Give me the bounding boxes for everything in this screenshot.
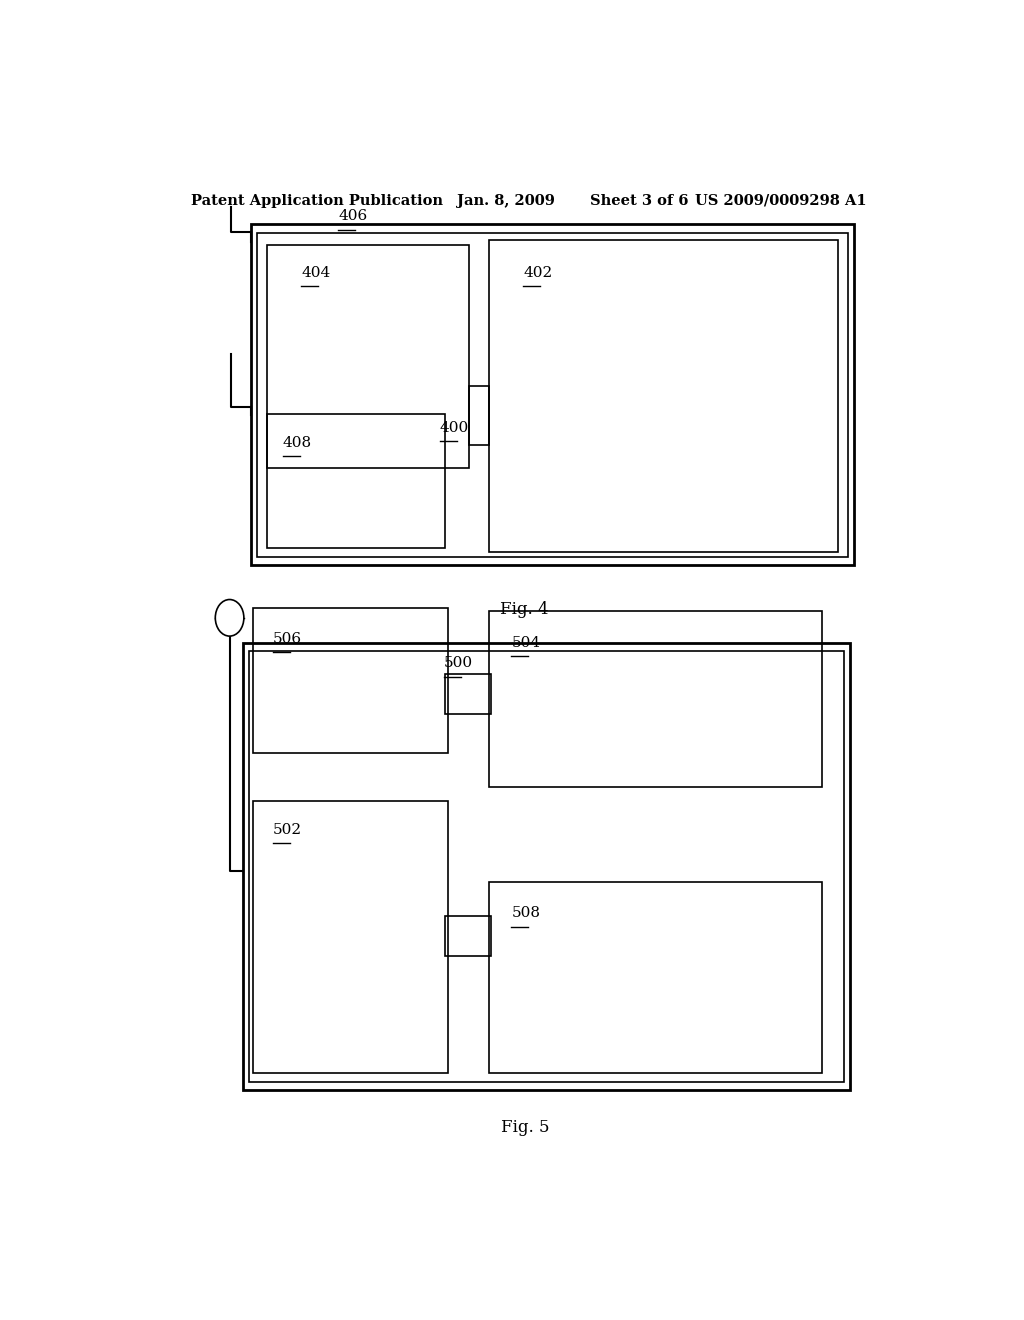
Bar (489, 882, 822, 1073)
Text: 408: 408 (283, 436, 312, 450)
Bar (445, 673, 492, 714)
Text: Patent Application Publication: Patent Application Publication (191, 194, 443, 209)
Text: 406: 406 (338, 210, 368, 223)
Text: 506: 506 (273, 632, 302, 645)
Text: 502: 502 (273, 824, 302, 837)
Text: 504: 504 (511, 636, 541, 651)
Bar (469, 385, 489, 445)
Bar (251, 224, 854, 565)
Bar (243, 643, 850, 1090)
Text: Jan. 8, 2009: Jan. 8, 2009 (458, 194, 555, 209)
Bar (267, 413, 445, 548)
Bar (445, 916, 492, 956)
Text: US 2009/0009298 A1: US 2009/0009298 A1 (695, 194, 867, 209)
Text: Sheet 3 of 6: Sheet 3 of 6 (590, 194, 688, 209)
Circle shape (215, 599, 244, 636)
Text: 404: 404 (301, 267, 331, 280)
Text: 508: 508 (511, 907, 541, 920)
Text: Fig. 4: Fig. 4 (501, 601, 549, 618)
Bar (267, 244, 469, 469)
Bar (257, 232, 848, 557)
Bar (250, 651, 844, 1082)
Text: 500: 500 (443, 656, 473, 671)
Text: 400: 400 (440, 421, 469, 434)
Text: 402: 402 (523, 267, 553, 280)
Bar (489, 611, 822, 787)
Bar (489, 240, 839, 552)
Text: Fig. 5: Fig. 5 (501, 1119, 549, 1137)
Bar (253, 607, 447, 752)
Bar (253, 801, 447, 1073)
